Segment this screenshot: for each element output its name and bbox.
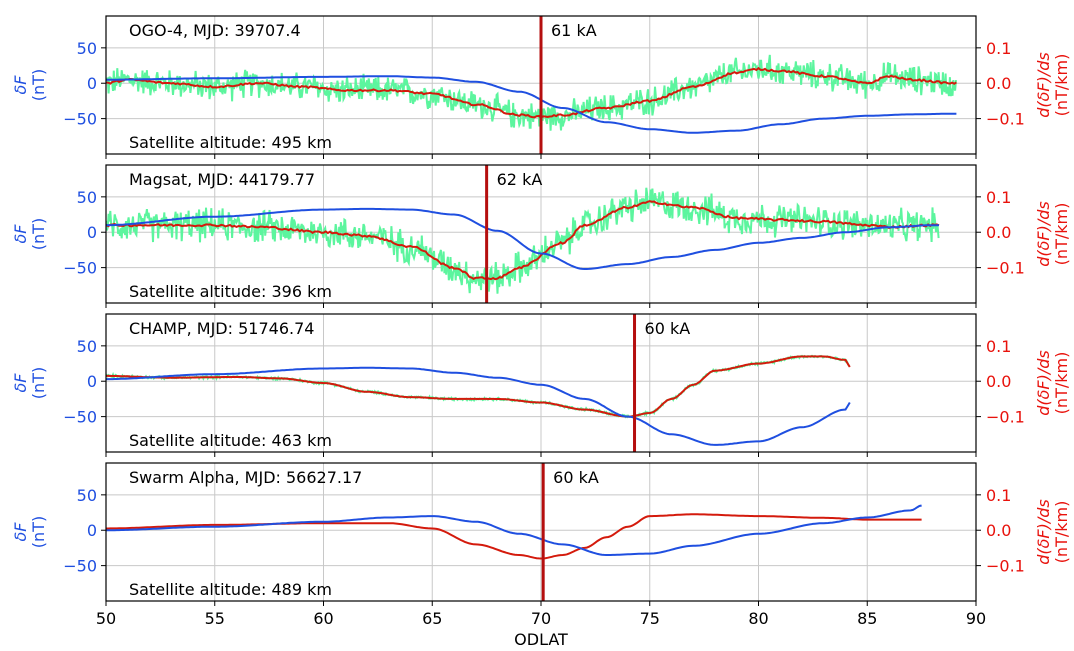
left-tick-label: −50	[63, 408, 97, 427]
right-axis-label-line2: (nT/km)	[1052, 352, 1071, 415]
left-tick-label: −50	[63, 259, 97, 278]
series-deltaF	[106, 366, 851, 446]
left-tick-label: −50	[63, 110, 97, 129]
right-axis-label-line1: d(δF)/ds	[1034, 201, 1053, 267]
series-deltaF	[106, 504, 922, 556]
right-axis-label-line2: (nT/km)	[1052, 501, 1071, 564]
panel-plot-area	[106, 354, 851, 446]
left-axis-label-line1: δF	[11, 224, 30, 244]
right-tick-label: 0.0	[986, 74, 1011, 93]
right-tick-label: 0.1	[986, 39, 1011, 58]
right-tick-label: 0.0	[986, 223, 1011, 242]
x-tick-label: 60	[313, 609, 333, 628]
current-label: 61 kA	[551, 21, 597, 40]
x-tick-label: 90	[966, 609, 986, 628]
left-axis-label-line2: (nT)	[29, 367, 48, 399]
x-tick-label: 75	[640, 609, 660, 628]
current-label: 60 kA	[553, 468, 599, 487]
panel-plot-area	[106, 187, 940, 294]
panel-4: 50 0 −50 0.1 0.0 −0.1 δF (nT) d(δF)/ds (nT/km) Swa…	[11, 462, 1071, 649]
current-label: 60 kA	[645, 319, 691, 338]
panel-title: Swarm Alpha, MJD: 56627.17	[129, 468, 362, 487]
current-label: 62 kA	[497, 170, 543, 189]
series-derivative-raw	[106, 187, 940, 294]
altitude-label: Satellite altitude: 495 km	[129, 133, 332, 152]
left-tick-label: 0	[87, 521, 97, 540]
right-tick-label: −0.1	[986, 408, 1025, 427]
left-tick-label: 0	[87, 223, 97, 242]
x-tick-label: 65	[422, 609, 442, 628]
right-axis-label-line1: d(δF)/ds	[1034, 499, 1053, 565]
altitude-label: Satellite altitude: 463 km	[129, 431, 332, 450]
panel-1: 50 0 −50 0.1 0.0 −0.1 δF (nT) d(δF)/ds (nT/km) OGO…	[11, 15, 1071, 159]
x-tick-label: 55	[205, 609, 225, 628]
right-tick-label: −0.1	[986, 259, 1025, 278]
series-derivative-smooth	[106, 66, 957, 119]
x-tick-label: 70	[531, 609, 551, 628]
left-axis-label-line1: δF	[11, 522, 30, 542]
right-tick-label: 0.0	[986, 521, 1011, 540]
x-tick-label: 80	[748, 609, 768, 628]
panel-plot-area	[106, 54, 957, 134]
left-tick-label: 0	[87, 74, 97, 93]
panel-3: 50 0 −50 0.1 0.0 −0.1 δF (nT) d(δF)/ds (nT/km) CHA…	[11, 313, 1071, 457]
left-axis-label-line2: (nT)	[29, 218, 48, 250]
right-tick-label: 0.1	[986, 486, 1011, 505]
panel-2: 50 0 −50 0.1 0.0 −0.1 δF (nT) d(δF)/ds (nT/km) Mag…	[11, 164, 1071, 308]
right-axis-label-line2: (nT/km)	[1052, 54, 1071, 117]
right-tick-label: −0.1	[986, 557, 1025, 576]
right-tick-label: 0.1	[986, 188, 1011, 207]
panel-title: OGO-4, MJD: 39707.4	[129, 21, 301, 40]
right-axis-label-line2: (nT/km)	[1052, 203, 1071, 266]
left-tick-label: 50	[77, 39, 97, 58]
left-tick-label: 50	[77, 188, 97, 207]
series-derivative-smooth	[106, 355, 851, 418]
right-axis-label-line1: d(δF)/ds	[1034, 52, 1053, 118]
left-axis-label-line2: (nT)	[29, 69, 48, 101]
right-tick-label: 0.0	[986, 372, 1011, 391]
x-tick-label: 50	[96, 609, 116, 628]
series-deltaF	[106, 75, 957, 134]
altitude-label: Satellite altitude: 489 km	[129, 580, 332, 599]
series-derivative-smooth	[106, 513, 922, 560]
panel-title: CHAMP, MJD: 51746.74	[129, 319, 314, 338]
right-tick-label: −0.1	[986, 110, 1025, 129]
right-tick-label: 0.1	[986, 337, 1011, 356]
left-axis-label-line1: δF	[11, 373, 30, 393]
altitude-label: Satellite altitude: 396 km	[129, 282, 332, 301]
left-axis-label-line2: (nT)	[29, 516, 48, 548]
left-tick-label: −50	[63, 557, 97, 576]
series-derivative-raw	[106, 354, 850, 419]
left-axis-label-line1: δF	[11, 75, 30, 95]
right-axis-label-line1: d(δF)/ds	[1034, 350, 1053, 416]
x-axis-label: ODLAT	[514, 630, 568, 649]
panel-title: Magsat, MJD: 44179.77	[129, 170, 315, 189]
left-tick-label: 50	[77, 337, 97, 356]
x-tick-label: 85	[857, 609, 877, 628]
series-derivative-smooth	[106, 200, 940, 281]
panel-plot-area	[106, 504, 922, 560]
left-tick-label: 50	[77, 486, 97, 505]
left-tick-label: 0	[87, 372, 97, 391]
series-deltaF	[106, 207, 939, 270]
